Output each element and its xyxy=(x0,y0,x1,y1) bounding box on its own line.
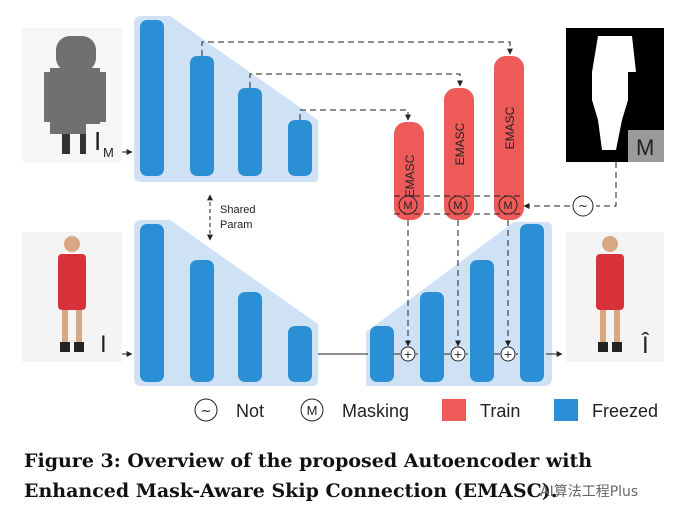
legend-train-swatch xyxy=(442,399,466,421)
top-encoder-bar-1 xyxy=(140,20,164,176)
emasc-label-2: EMASC xyxy=(453,122,467,165)
input-label: I xyxy=(100,331,107,358)
top-encoder-bar-4 xyxy=(288,120,312,176)
sum-node-1: + xyxy=(401,347,415,361)
top-encoder-bar-2 xyxy=(190,56,214,176)
shared-param-label-1: Shared xyxy=(220,204,255,216)
mask-label: M xyxy=(636,135,654,160)
shared-param-label-2: Param xyxy=(220,219,252,231)
legend-train-label: Train xyxy=(480,401,520,421)
top-encoder-bar-3 xyxy=(238,88,262,176)
decoder-bar-4 xyxy=(520,224,544,382)
svg-text:+: + xyxy=(403,348,412,361)
svg-text:M: M xyxy=(503,200,512,212)
bottom-encoder-bar-1 xyxy=(140,224,164,382)
not-node: ~ xyxy=(573,196,593,216)
watermark: AI算法工程Plus xyxy=(540,481,638,501)
decoder-bar-2 xyxy=(420,292,444,382)
legend-not-label: Not xyxy=(236,401,264,421)
bottom-encoder-bar-2 xyxy=(190,260,214,382)
masked-input-image: I M xyxy=(22,28,122,162)
shared-param-connector: Shared Param xyxy=(210,195,255,240)
masked-input-subscript: M xyxy=(103,145,114,160)
svg-text:+: + xyxy=(503,348,512,361)
input-image: I xyxy=(22,232,122,362)
masking-node-3: M xyxy=(499,196,517,214)
masking-node-1: M xyxy=(399,196,417,214)
svg-text:M: M xyxy=(307,403,318,418)
emasc-label-1: EMASC xyxy=(403,154,417,197)
decoder-bar-1 xyxy=(370,326,394,382)
sum-node-3: + xyxy=(501,347,515,361)
emasc-label-3: EMASC xyxy=(503,106,517,149)
output-label: Î xyxy=(641,332,650,359)
svg-text:M: M xyxy=(453,200,462,212)
bottom-encoder-bar-3 xyxy=(238,292,262,382)
autoencoder-diagram: I M M I Î xyxy=(0,0,694,440)
svg-text:+: + xyxy=(453,348,462,361)
emasc-block-3: EMASC xyxy=(494,56,524,220)
bottom-encoder-bar-4 xyxy=(288,326,312,382)
decoder-bar-3 xyxy=(470,260,494,382)
legend-freezed-label: Freezed xyxy=(592,401,658,421)
legend-masking-label: Masking xyxy=(342,401,409,421)
svg-text:M: M xyxy=(403,200,412,212)
mask-image: M xyxy=(566,28,664,162)
masking-node-2: M xyxy=(449,196,467,214)
output-image: Î xyxy=(566,232,664,362)
legend-freezed-swatch xyxy=(554,399,578,421)
legend: ~ Not M Masking Train Freezed xyxy=(195,399,658,421)
sum-node-2: + xyxy=(451,347,465,361)
svg-text:~: ~ xyxy=(578,199,588,213)
masked-input-label: I xyxy=(94,126,101,156)
svg-text:~: ~ xyxy=(201,404,212,419)
